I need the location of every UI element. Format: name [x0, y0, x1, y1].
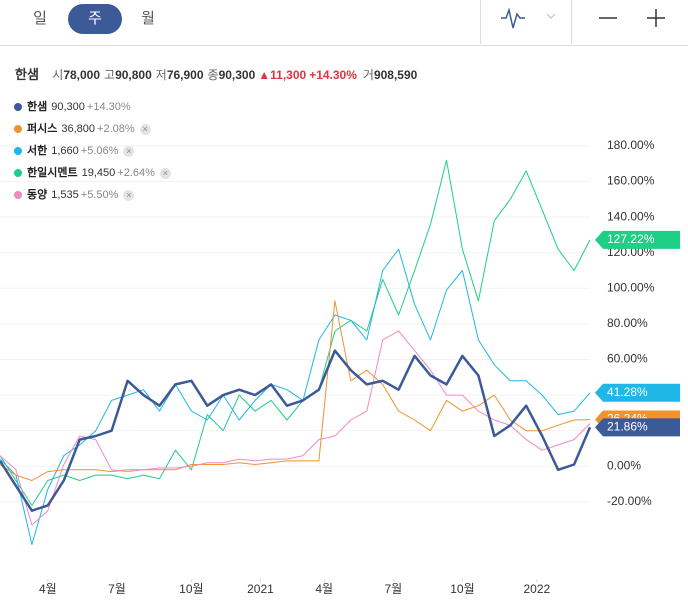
- quote-label: 종: [207, 68, 219, 82]
- legend-dot: [14, 125, 22, 133]
- y-tick-label: 160.00%: [607, 174, 655, 188]
- quote-header: 한샘 시78,000 고90,800 저76,900 종90,300 ▲11,300 +1…: [15, 64, 417, 83]
- legend-price: 1,660: [51, 145, 79, 157]
- volume-label: 거: [362, 68, 374, 82]
- legend-name: 서한: [27, 145, 48, 157]
- remove-button[interactable]: ×: [123, 189, 135, 201]
- legend-dot: [14, 147, 22, 155]
- x-tick-label: 2021: [247, 582, 274, 596]
- value-tag-label: 21.86%: [607, 420, 648, 434]
- legend-price: 1,535: [51, 189, 79, 201]
- quote-label: 고: [104, 68, 116, 82]
- change: ▲11,300: [258, 68, 307, 82]
- legend-change: +5.06%: [80, 145, 119, 157]
- y-tick-label: 0.00%: [607, 458, 641, 472]
- series-line: [0, 330, 591, 526]
- x-tick-label: 7월: [384, 582, 402, 596]
- y-tick-label: 140.00%: [607, 209, 655, 223]
- chevron: [546, 13, 556, 19]
- legend-item[interactable]: 퍼시스 36,800 +2.08% ×: [14, 118, 171, 140]
- value-tag: [595, 230, 680, 249]
- legend-dot: [14, 103, 22, 111]
- legend-change: +14.30%: [86, 101, 131, 113]
- quote-label: 시: [52, 68, 64, 82]
- quote-value: 78,000: [63, 68, 101, 82]
- x-tick-label: 10월: [179, 582, 203, 596]
- quote-value: 90,300: [218, 68, 256, 82]
- legend-price: 19,450: [81, 167, 116, 179]
- volume: 908,590: [373, 68, 418, 82]
- remove-button[interactable]: ×: [123, 145, 135, 157]
- remove-button[interactable]: ×: [139, 123, 151, 135]
- legend-name: 퍼시스: [27, 123, 58, 135]
- legend-change: +2.08%: [97, 123, 135, 135]
- chart-type-button[interactable]: [480, 0, 572, 44]
- value-tag-label: 41.28%: [607, 385, 648, 399]
- tab[interactable]: 일: [33, 10, 47, 27]
- legend-dot: [14, 191, 22, 199]
- y-tick-label: 60.00%: [607, 352, 648, 366]
- legend-change: +5.50%: [80, 189, 119, 201]
- stock-name: 한샘: [15, 67, 39, 82]
- toolbar: 일 주 월: [0, 0, 688, 46]
- legend-item[interactable]: 한일시멘트 19,450 +2.64% ×: [14, 162, 171, 184]
- zoom-out[interactable]: [593, 3, 623, 33]
- value-tag: [595, 383, 680, 402]
- legend-change: +2.64%: [117, 167, 155, 179]
- series-line: [0, 248, 591, 545]
- legend-price: 36,800: [61, 123, 96, 135]
- y-tick-label: 80.00%: [607, 316, 648, 330]
- legend-item[interactable]: 서한 1,660 +5.06% ×: [14, 140, 171, 162]
- series-line: [0, 349, 592, 512]
- quote-value: 76,900: [166, 68, 204, 82]
- y-tick-label: -20.00%: [607, 494, 652, 508]
- x-tick-label: 10월: [450, 582, 474, 596]
- y-tick-label: 100.00%: [607, 280, 655, 294]
- tab-selected[interactable]: 주: [68, 4, 122, 34]
- chart: 180.00%160.00%140.00%120.00%100.00%80.00…: [0, 138, 680, 596]
- quote-label: 저: [155, 68, 167, 82]
- legend-dot: [14, 169, 22, 177]
- legend-item[interactable]: 한샘 90,300 +14.30%: [14, 96, 171, 118]
- quote-value: 90,800: [115, 68, 152, 82]
- legend-name: 한샘: [27, 101, 48, 113]
- x-tick-label: 4월: [39, 582, 57, 596]
- legend-name: 한일시멘트: [27, 167, 78, 179]
- value-tag: [595, 418, 680, 437]
- x-tick-label: 7월: [108, 582, 126, 596]
- legend: 한샘 90,300 +14.30% 퍼시스 36,800 +2.08% × 서한 1,660 +5…: [14, 96, 171, 206]
- change-rate: +14.30%: [309, 68, 357, 82]
- legend-name: 동양: [27, 189, 48, 201]
- zoom-in[interactable]: [641, 3, 671, 33]
- value-tag-label: 127.22%: [607, 232, 655, 246]
- series-line: [0, 159, 591, 506]
- remove-button[interactable]: ×: [159, 167, 171, 179]
- x-tick-label: 2022: [523, 582, 550, 596]
- x-tick-label: 4월: [315, 582, 333, 596]
- legend-price: 90,300: [51, 101, 85, 113]
- tab[interactable]: 월: [141, 10, 155, 27]
- series-line: [0, 300, 591, 481]
- y-tick-label: 180.00%: [607, 138, 655, 152]
- legend-item[interactable]: 동양 1,535 +5.50% ×: [14, 184, 171, 206]
- line-icon: [501, 7, 525, 29]
